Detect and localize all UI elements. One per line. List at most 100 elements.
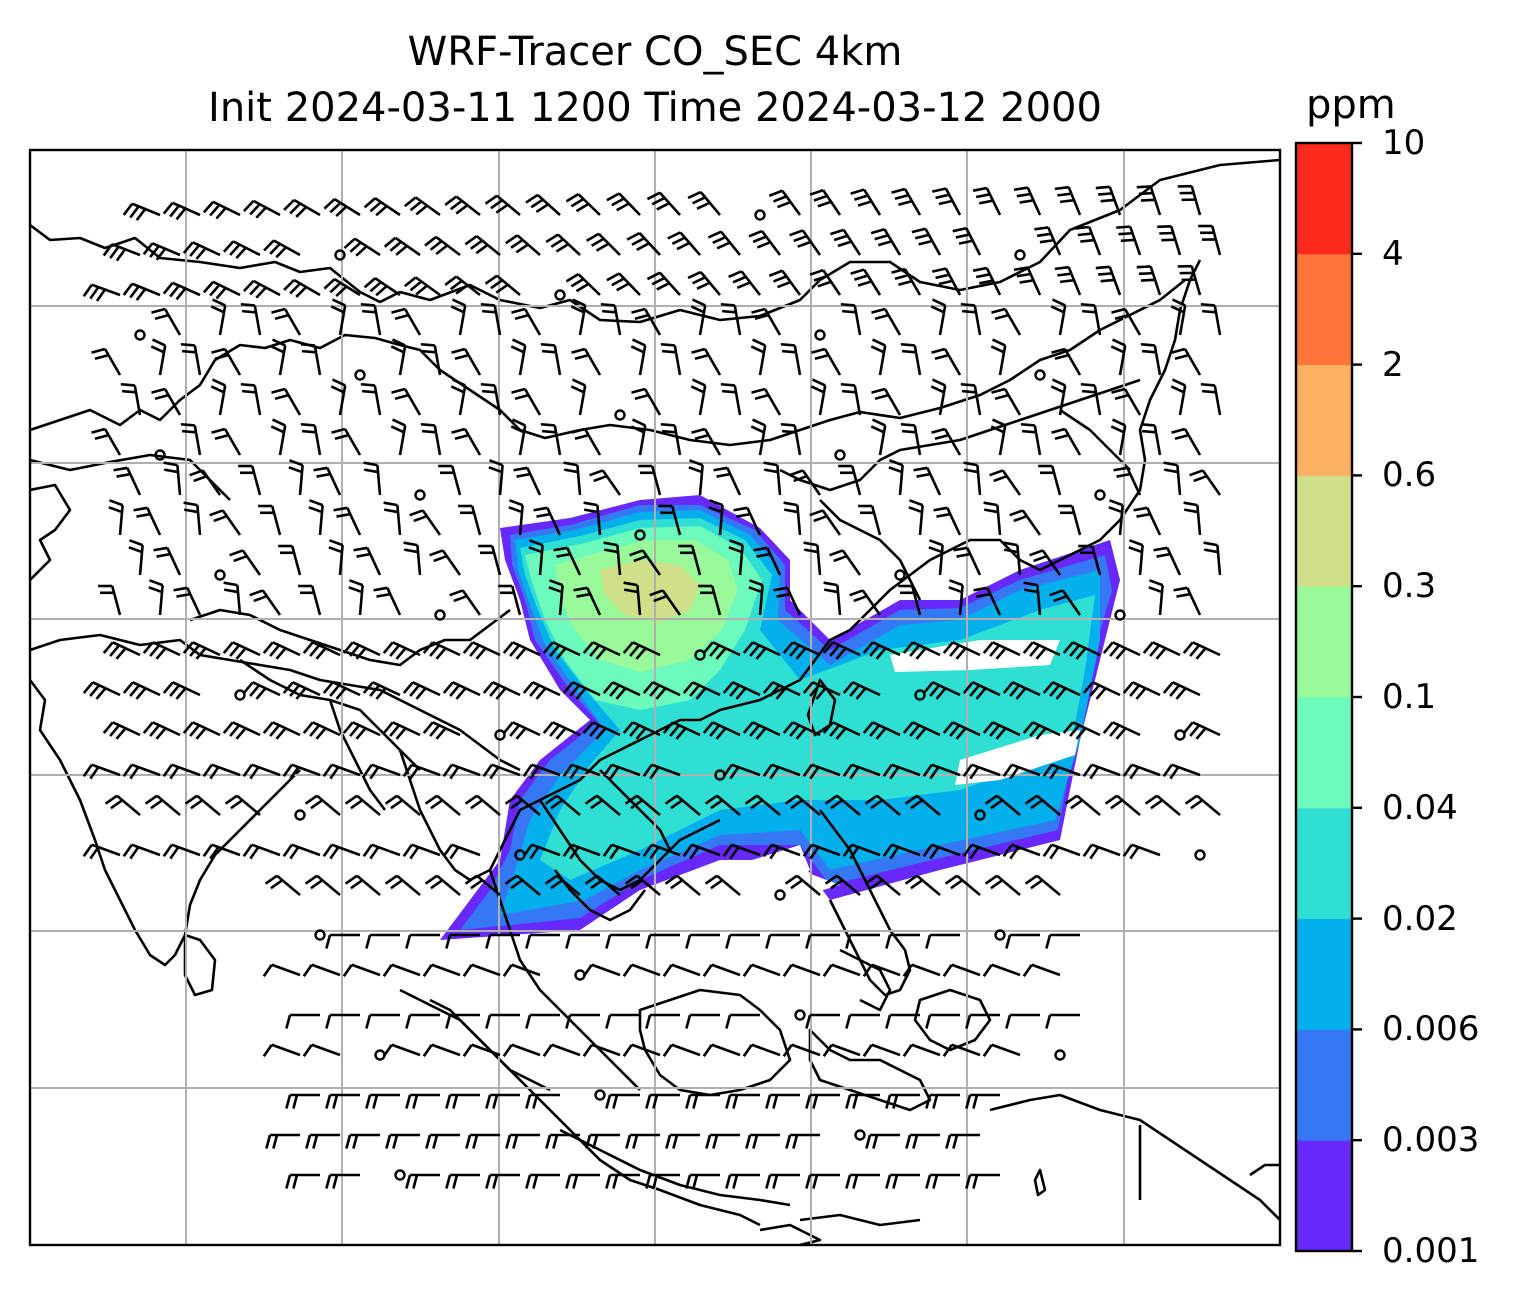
wind-barb — [1042, 843, 1081, 860]
wind-barb — [965, 1093, 1000, 1109]
wind-barb — [442, 763, 481, 780]
wind-barb — [1045, 933, 1080, 949]
wind-barb — [667, 231, 701, 256]
wind-barb — [1122, 681, 1161, 700]
wind-barb — [585, 1133, 620, 1149]
wind-barb — [720, 302, 742, 336]
wind-barb — [258, 504, 282, 536]
wind-barb — [902, 641, 941, 660]
colorbar-tick-label: 0.04 — [1382, 787, 1458, 828]
wind-barb — [505, 234, 541, 256]
wind-barb — [249, 589, 282, 616]
wind-barb — [1002, 843, 1041, 860]
calm-wind-marker — [1054, 1049, 1066, 1061]
wind-barb — [325, 1173, 360, 1189]
colorbar-segment — [1296, 1029, 1352, 1141]
plume-gap — [730, 870, 840, 900]
calm-wind-marker — [854, 1129, 866, 1141]
wind-barb — [858, 504, 882, 536]
wind-barb — [382, 641, 421, 660]
wind-barb — [582, 721, 621, 740]
wind-barb — [658, 504, 682, 536]
wind-barb — [922, 843, 961, 860]
wind-barb — [451, 427, 482, 456]
wind-barb — [902, 721, 941, 740]
wind-barb — [845, 1013, 880, 1029]
wind-barb — [465, 1133, 500, 1149]
wind-barb — [363, 461, 382, 496]
wind-barb — [802, 843, 841, 860]
calm-wind-marker — [594, 1089, 606, 1101]
wind-barb — [870, 228, 902, 256]
wind-barb — [445, 1173, 480, 1189]
wind-barb — [642, 843, 681, 860]
wind-barb — [502, 963, 541, 977]
wind-barb — [323, 277, 361, 298]
wind-barb — [162, 201, 201, 221]
wind-barb — [504, 794, 541, 816]
wind-barb — [458, 504, 482, 536]
wind-barb — [102, 641, 141, 660]
wind-barb — [242, 681, 281, 700]
wind-barb — [685, 1093, 720, 1109]
wind-barb — [1140, 422, 1162, 456]
wind-barb — [525, 933, 560, 949]
wind-barb — [344, 874, 381, 896]
wind-barb — [1051, 347, 1082, 376]
wind-barb — [646, 271, 681, 296]
wind-barb — [302, 1043, 341, 1057]
wind-barb — [98, 584, 122, 616]
plume-gap — [890, 640, 1060, 672]
wind-barb — [382, 963, 421, 977]
wind-barb — [283, 278, 321, 298]
wind-barb — [871, 387, 902, 416]
wind-barb — [864, 794, 901, 816]
wind-barb — [638, 464, 662, 496]
wind-barb — [762, 681, 801, 700]
wind-barb — [645, 1173, 680, 1189]
wind-barb — [691, 427, 722, 456]
wind-barb — [82, 763, 121, 780]
wind-barb — [900, 342, 922, 376]
wind-barb — [973, 586, 1002, 616]
wind-barb — [82, 681, 121, 700]
wind-barb — [300, 422, 322, 456]
wind-barb — [304, 794, 341, 816]
wind-barb — [1009, 509, 1042, 536]
colorbar-tick-label: 0.6 — [1382, 455, 1437, 496]
wind-barb — [151, 307, 182, 336]
wind-barb — [871, 307, 902, 336]
wind-barb — [202, 200, 241, 220]
colorbar-tick-label: 2 — [1382, 344, 1404, 385]
wind-barb — [331, 427, 362, 456]
wind-barb — [805, 933, 840, 949]
wind-barb — [829, 228, 862, 256]
wind-barb — [271, 387, 302, 416]
wind-barb — [422, 963, 461, 977]
wind-barb — [622, 1043, 661, 1057]
wind-barbs — [82, 184, 1222, 1189]
wind-barb — [698, 584, 722, 616]
wind-barb — [622, 641, 661, 660]
wind-barb — [544, 874, 581, 896]
wind-barb — [809, 268, 842, 296]
wind-barb — [802, 681, 841, 700]
wind-barb — [722, 843, 761, 860]
wind-barb — [708, 499, 724, 536]
wind-barb — [882, 843, 921, 860]
wind-barb — [1162, 763, 1201, 780]
wind-barb — [565, 1013, 600, 1029]
wind-barb — [484, 274, 521, 296]
wind-barb — [642, 681, 681, 700]
calm-wind-marker — [1114, 609, 1126, 621]
colorbar-tick-label: 0.001 — [1382, 1231, 1480, 1271]
wind-barb — [224, 794, 261, 816]
wind-barb — [424, 874, 461, 896]
wind-barb — [602, 763, 641, 780]
wind-barb — [704, 794, 741, 816]
wind-barb — [1203, 541, 1222, 576]
wind-barb — [565, 1173, 600, 1189]
wind-barb — [565, 933, 600, 949]
wind-barb — [285, 1173, 320, 1189]
wind-barb — [748, 579, 764, 616]
